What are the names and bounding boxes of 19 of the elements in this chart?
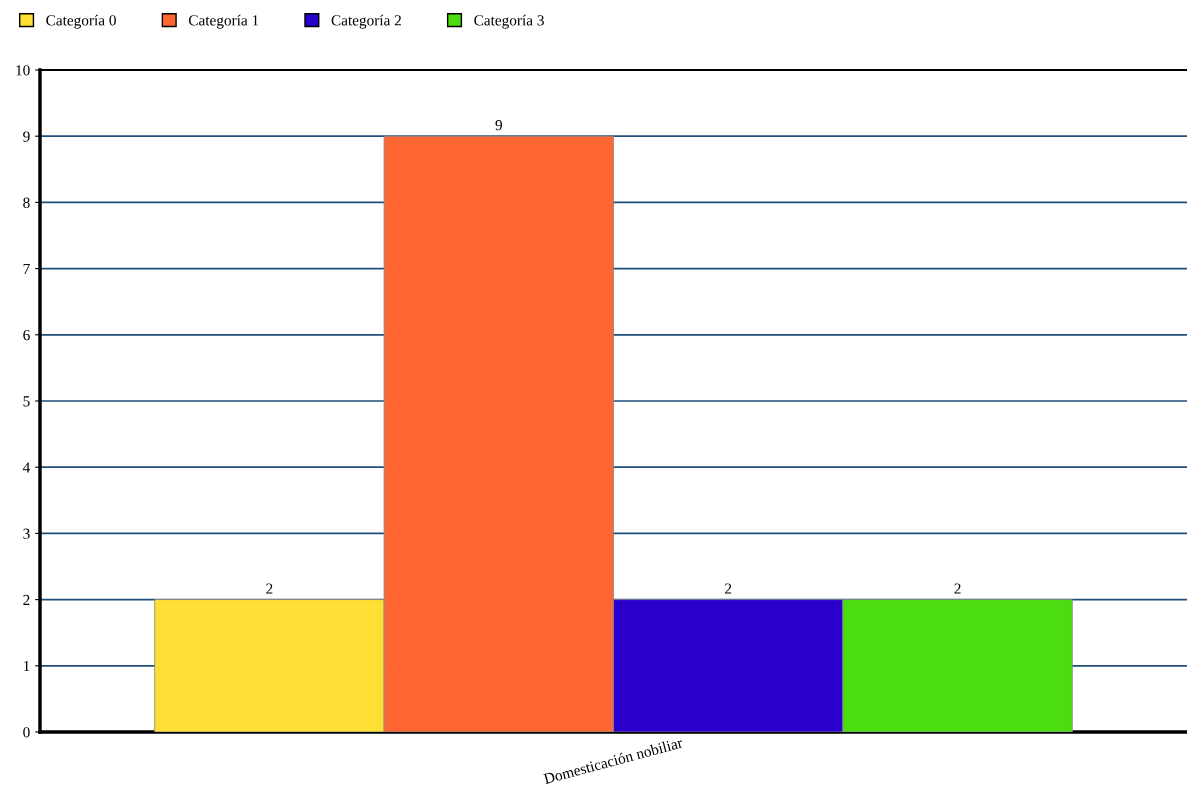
y-tick-label: 6 (23, 329, 30, 341)
y-tick-label: 5 (23, 396, 30, 407)
legend-label: Categoría 2 (331, 14, 401, 29)
legend-label: Categoría 3 (474, 14, 544, 29)
legend-label: Categoría 1 (188, 14, 259, 29)
data-label: 2 (266, 583, 273, 594)
y-tick-label: 2 (23, 594, 30, 605)
data-label: 2 (725, 583, 732, 594)
y-tick-label: 1 (23, 661, 30, 672)
data-label: 9 (495, 120, 502, 131)
y-tick-label: 9 (23, 131, 30, 142)
y-tick-label: 4 (22, 462, 31, 473)
data-label: 2 (954, 583, 961, 594)
y-tick-label: 7 (23, 263, 30, 274)
y-tick-label: 10 (16, 65, 30, 76)
y-tick-label: 8 (23, 197, 30, 208)
legend-label: Categoría 0 (46, 14, 116, 29)
y-tick-label: 3 (23, 528, 30, 539)
y-tick-label: 0 (23, 727, 30, 738)
